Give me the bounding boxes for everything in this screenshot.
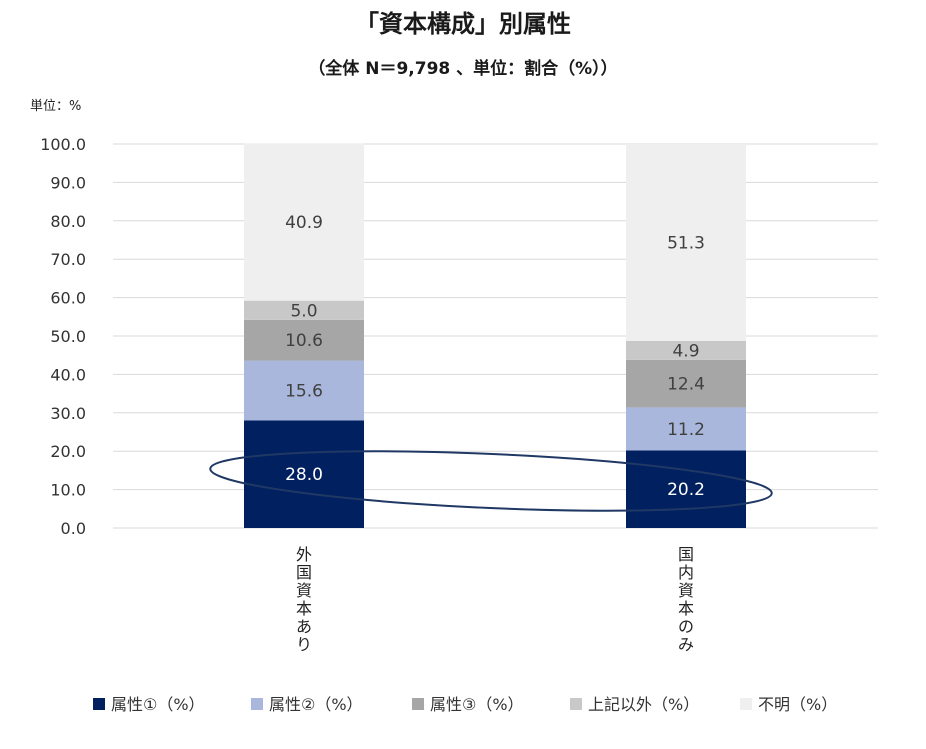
legend-swatch (93, 698, 105, 710)
bars-layer (244, 143, 746, 528)
legend-label: 属性③（%） (430, 695, 524, 714)
legend: 属性①（%） 属性②（%） 属性③（%） 上記以外（%） 不明（%） (93, 695, 837, 714)
chart-subtitle: （全体 N＝9,798 、単位：割合（%）） (308, 58, 617, 79)
category-label-char: 本 (678, 599, 694, 618)
data-label: 20.2 (667, 480, 705, 500)
y-tick-label: 20.0 (50, 442, 86, 461)
category-label-char: 国 (678, 545, 694, 564)
category-label-char: 内 (678, 563, 694, 582)
grid-layer: 0.0 10.0 20.0 30.0 40.0 50.0 60.0 70.0 80.0 90.0 1… (40, 135, 878, 538)
category-label-char: り (296, 635, 312, 654)
y-tick-label: 10.0 (50, 481, 86, 500)
data-label: 15.6 (285, 382, 323, 402)
legend-swatch (740, 698, 752, 710)
y-tick-label: 90.0 (50, 173, 86, 192)
category-label-char: あ (296, 617, 312, 636)
category-label-char: 資 (296, 581, 312, 600)
legend-swatch (251, 698, 263, 710)
category-label-char: の (678, 617, 694, 636)
chart-title: 「資本構成」別属性 (355, 10, 571, 38)
data-label: 12.4 (667, 375, 705, 395)
bar-segment (244, 143, 364, 301)
data-label: 40.9 (285, 213, 323, 233)
legend-label: 上記以外（%） (588, 695, 699, 714)
annotation-layer (209, 450, 773, 512)
legend-label: 不明（%） (758, 695, 837, 714)
category-label-char: 国 (296, 563, 312, 582)
data-label: 51.3 (667, 233, 705, 253)
bar-segment (626, 407, 746, 451)
bar-segment (626, 450, 746, 528)
bar-segment (626, 144, 746, 341)
y-tick-label: 50.0 (50, 327, 86, 346)
category-label-char: み (678, 635, 694, 654)
bar-segment (244, 420, 364, 528)
legend-label: 属性②（%） (269, 695, 363, 714)
data-label: 4.9 (672, 341, 699, 361)
bar-segment (244, 319, 364, 361)
legend-label: 属性①（%） (111, 695, 205, 714)
bar-segment (244, 300, 364, 320)
data-label: 10.6 (285, 331, 323, 351)
category-label-char: 外 (296, 545, 312, 564)
labels-layer: 28.0 15.6 10.6 5.0 40.9 20.2 11.2 12.4 4.9 51.3 (285, 213, 705, 500)
bar-segment (626, 359, 746, 408)
data-label: 28.0 (285, 465, 323, 485)
y-tick-label: 40.0 (50, 365, 86, 384)
legend-swatch (570, 698, 582, 710)
y-tick-label: 100.0 (40, 135, 86, 154)
y-tick-label: 80.0 (50, 212, 86, 231)
data-label: 11.2 (667, 420, 705, 440)
bar-segment (626, 340, 746, 360)
bar-segment (244, 360, 364, 421)
legend-swatch (412, 698, 424, 710)
y-tick-label: 70.0 (50, 250, 86, 269)
category-label-char: 資 (678, 581, 694, 600)
category-label-char: 本 (296, 599, 312, 618)
data-label: 5.0 (290, 301, 317, 321)
y-tick-label: 0.0 (61, 519, 86, 538)
highlight-ellipse (209, 450, 773, 512)
unit-label: 単位：% (30, 98, 81, 114)
y-tick-label: 30.0 (50, 404, 86, 423)
y-tick-label: 60.0 (50, 289, 86, 308)
